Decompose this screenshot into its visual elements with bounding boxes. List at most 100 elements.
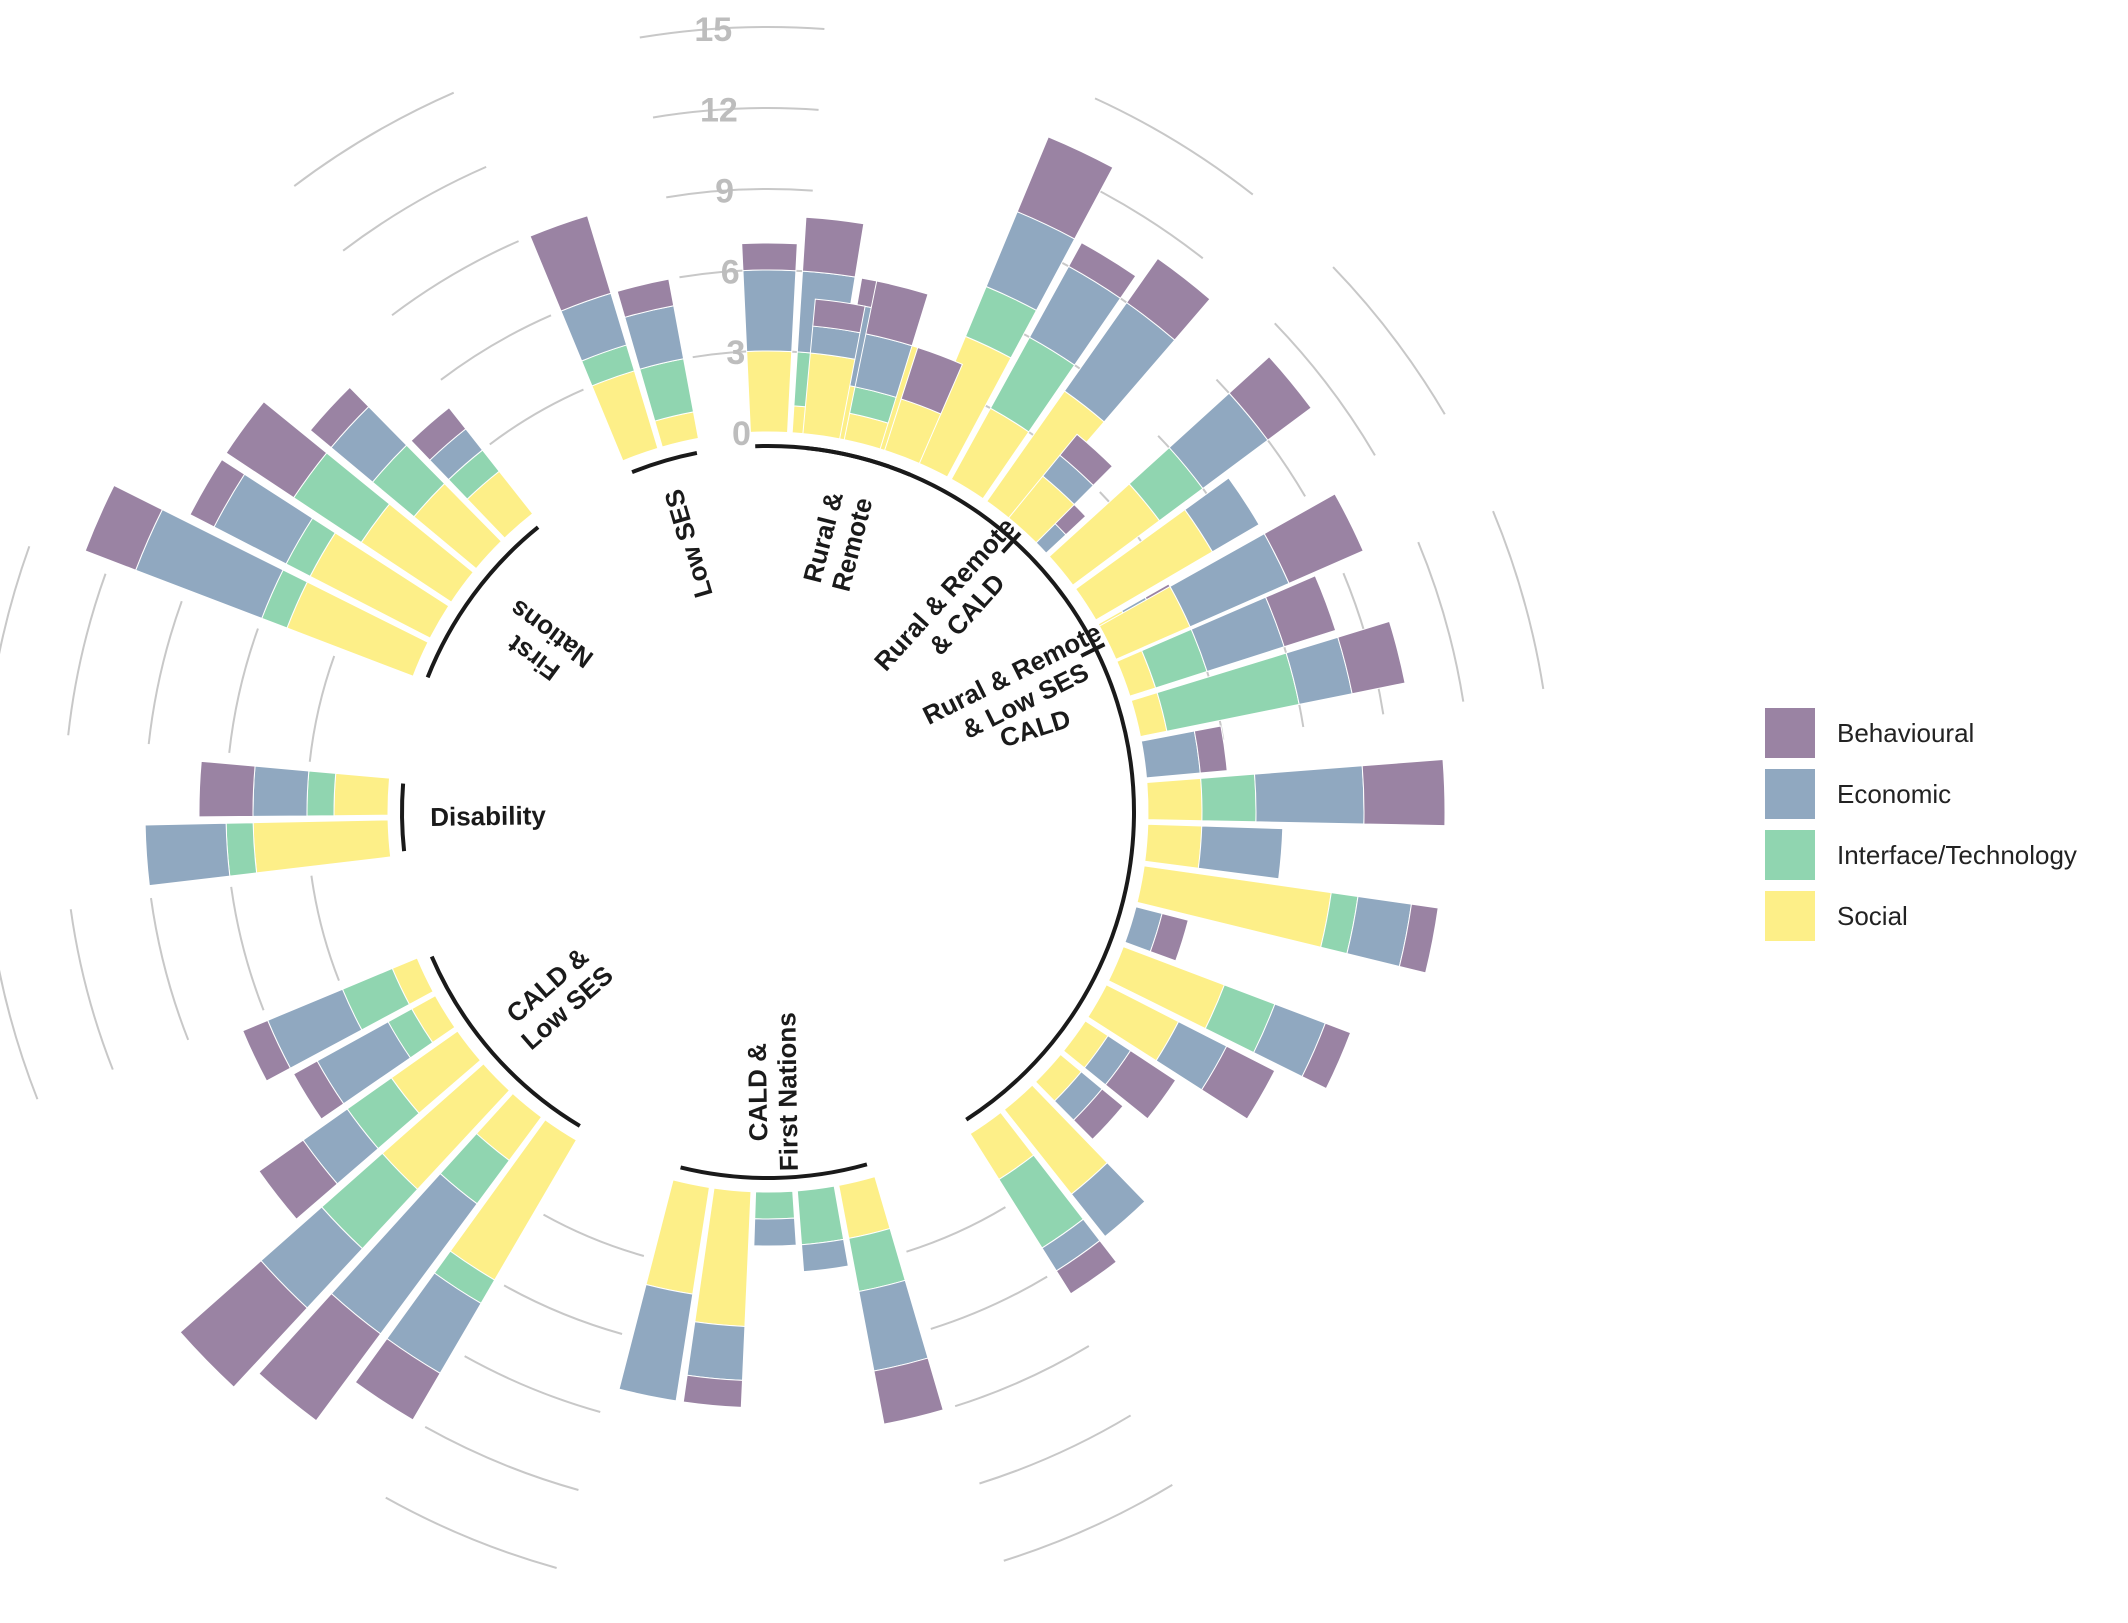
grid-line-2-3: [149, 897, 190, 1041]
bar-segment-3-1-interfacetechnology: [306, 770, 337, 817]
legend: Behavioural Economic Interface/Technology S…: [1765, 708, 2077, 941]
grid-line-2-1: [310, 875, 340, 982]
bar-segment-1-3-behavioural: [682, 1374, 744, 1408]
bar-segment-1-0-behavioural: [873, 1357, 944, 1425]
bar-segment-7-0-behavioural: [1059, 433, 1114, 487]
grid-line-5-3: [666, 188, 813, 199]
group-label-4: FirstNations: [486, 594, 598, 699]
grid-line-0-2: [930, 1275, 1048, 1330]
bar-segment-2-4-behavioural: [292, 1060, 345, 1120]
grid-line-1-2: [503, 1284, 623, 1335]
grid-line-0-5: [1003, 1484, 1173, 1562]
grid-line-6-5: [1094, 97, 1254, 196]
grid-line-0-1: [906, 1206, 1006, 1253]
group-label-1: CALD &First Nations: [741, 1012, 804, 1172]
bar-segment-0-15-social: [1144, 823, 1203, 869]
bar-segment-1-1-interfacetechnology: [796, 1185, 845, 1246]
group-label-6: Rural &Remote: [797, 487, 879, 594]
legend-swatch-social: [1765, 891, 1815, 941]
grid-line-3-2: [228, 628, 259, 754]
group-label-1-line-1: First Nations: [771, 1012, 804, 1171]
bar-segment-3-1-economic: [252, 765, 310, 817]
bar-segment-1-2-interfacetechnology: [754, 1190, 796, 1220]
grid-line-8-5: [1492, 510, 1545, 690]
bar-segment-0-14-economic: [1253, 765, 1365, 825]
bar-segment-0-12-behavioural: [1337, 620, 1406, 695]
bar-segment-0-0-economic: [742, 269, 797, 353]
grid-line-2-2: [230, 886, 265, 1011]
group-tick-8: [1080, 642, 1106, 658]
legend-swatch-economic: [1765, 769, 1815, 819]
grid-line-4-1: [489, 388, 584, 446]
bar-segment-0-14-behavioural: [1361, 758, 1446, 827]
bar-segment-0-17-behavioural: [1149, 912, 1189, 962]
group-label-3-line-0: Disability: [430, 800, 547, 832]
grid-line-0-4: [979, 1414, 1132, 1485]
bar-segment-0-19-behavioural: [1200, 1045, 1276, 1120]
grid-line-7-4: [1274, 322, 1376, 456]
bar-segment-2-1-behavioural: [258, 1292, 382, 1422]
bar-segment-0-15-economic: [1197, 825, 1284, 880]
bar-segment-3-0-economic: [144, 822, 231, 887]
group-label-3: Disability: [430, 800, 547, 832]
grid-lines: [0, 26, 1545, 1569]
bar-segment-3-1-social: [333, 772, 391, 817]
bar-segment-1-4-social: [645, 1179, 710, 1295]
y-tick-label-12: 12: [700, 92, 738, 130]
bar-segment-0-16-behavioural: [1398, 903, 1439, 974]
grid-line-5-5: [639, 26, 825, 39]
grid-line-4-3: [391, 240, 519, 317]
legend-label-social: Social: [1837, 901, 1908, 931]
bar-segment-1-0-interfacetechnology: [848, 1227, 906, 1293]
bar-segment-0-22-economic: [1070, 1162, 1146, 1238]
y-axis-ticks: 0 3 6 9 12 15: [694, 11, 751, 453]
grid-line-7-5: [1332, 266, 1446, 415]
bar-segment-3-1-behavioural: [198, 760, 256, 818]
bar-segment-0-0-social: [746, 350, 793, 434]
bar-segment-0-9-economic: [1184, 477, 1260, 553]
legend-swatch-interfacetechnology: [1765, 830, 1815, 880]
grid-line-4-5: [293, 91, 455, 187]
legend-label-interfacetechnology: Interface/Technology: [1837, 840, 2077, 870]
bar-segment-0-0-behavioural: [741, 242, 798, 272]
grid-line-4-4: [342, 165, 487, 252]
grid-line-3-3: [147, 600, 183, 745]
bar-segment-3-0-social: [252, 819, 392, 874]
group-label-1-line-0: CALD &: [742, 1043, 774, 1142]
bar-segment-4-1-behavioural: [189, 458, 246, 528]
grid-line-1-5: [385, 1496, 557, 1569]
bar-segment-4-0-behavioural: [84, 484, 163, 571]
legend-swatch-behavioural: [1765, 708, 1815, 758]
grid-line-1-4: [424, 1426, 579, 1491]
group-label-5: Low SES: [658, 486, 718, 601]
bar-segment-5-0-behavioural: [529, 215, 612, 312]
y-tick-label-15: 15: [694, 11, 732, 49]
bar-segment-6-2-behavioural: [900, 346, 964, 415]
grid-line-1-3: [464, 1355, 601, 1413]
y-tick-label-0: 0: [732, 415, 751, 453]
bar-segment-8-0-behavioural: [1263, 493, 1364, 585]
grid-line-5-4: [652, 107, 819, 119]
bar-segment-1-3-economic: [686, 1321, 746, 1381]
grid-line-1-1: [543, 1213, 645, 1257]
grid-line-3-1: [308, 655, 336, 762]
y-tick-label-9: 9: [715, 173, 734, 211]
bar-segment-1-1-economic: [800, 1238, 849, 1273]
bar-segment-5-1-behavioural: [616, 278, 675, 318]
group-arc-4: [425, 525, 540, 679]
grid-line-2-5: [0, 969, 39, 1100]
bar-segment-0-1-behavioural: [801, 216, 865, 278]
bar-segment-0-6-behavioural: [1125, 257, 1211, 341]
group-arc-5: [631, 451, 698, 475]
bar-segment-6-0-behavioural: [812, 298, 866, 334]
bar-segment-5-1-interfacetechnology: [639, 358, 695, 422]
legend-label-behavioural: Behavioural: [1837, 718, 1974, 748]
group-label-2: CALD &Low SES: [496, 937, 619, 1055]
bar-segment-0-14-interfacetechnology: [1200, 773, 1257, 823]
bar-segment-2-0-behavioural: [354, 1337, 441, 1421]
bar-segment-1-4-economic: [618, 1283, 694, 1402]
bar-segment-2-2-behavioural: [179, 1259, 308, 1388]
group-arc-1: [680, 1162, 868, 1180]
bar-segment-4-4-behavioural: [410, 406, 467, 461]
